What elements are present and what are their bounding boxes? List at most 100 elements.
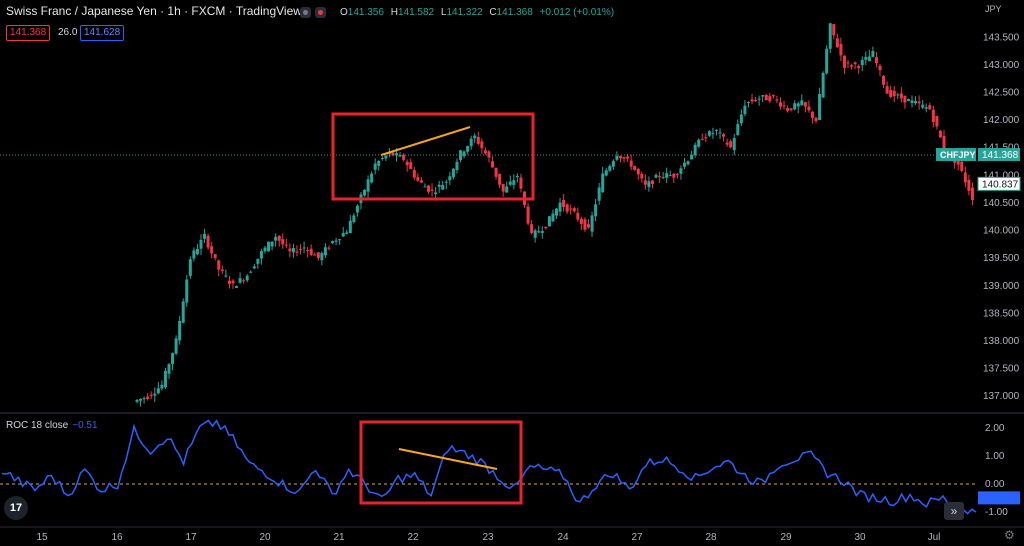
candle xyxy=(281,239,285,245)
price-axis-label: 143.000 xyxy=(983,60,1020,71)
candle xyxy=(800,100,804,106)
candle xyxy=(341,232,345,237)
candle xyxy=(274,236,278,241)
candle xyxy=(704,137,708,139)
candle xyxy=(970,187,974,201)
price-change: +0.012 (+0.01%) xyxy=(539,7,615,18)
candle xyxy=(967,180,971,191)
symbol-tag xyxy=(936,148,976,162)
candle xyxy=(658,176,662,178)
candle xyxy=(146,396,150,400)
candle xyxy=(199,239,203,249)
candle xyxy=(793,103,797,110)
double-chevron-right-icon[interactable]: » xyxy=(944,502,964,520)
candle xyxy=(441,184,445,190)
candle xyxy=(430,189,434,191)
price-axis-label: 140.000 xyxy=(983,226,1020,237)
candle xyxy=(160,384,164,389)
candle xyxy=(299,248,303,250)
buy-price-button[interactable]: 141.628 xyxy=(80,25,125,41)
market-status-icon[interactable] xyxy=(315,7,326,18)
candle xyxy=(380,158,384,160)
roc-axis-label: -1.00 xyxy=(985,507,1008,518)
symbol-tag-label: CHFJPY xyxy=(940,150,976,160)
candle xyxy=(402,154,406,160)
candle xyxy=(355,205,359,213)
candle xyxy=(437,184,441,187)
candle xyxy=(789,108,793,111)
currency-label: JPY xyxy=(985,4,1002,14)
candle xyxy=(530,224,534,233)
candle xyxy=(284,244,288,246)
candle xyxy=(586,224,590,228)
candle xyxy=(896,94,900,96)
candle xyxy=(242,280,246,282)
date-label: 27 xyxy=(631,532,643,543)
candle xyxy=(384,155,388,159)
candle xyxy=(491,161,495,168)
candle xyxy=(213,254,217,258)
candle xyxy=(171,353,175,365)
candle xyxy=(494,167,498,177)
candle xyxy=(249,271,253,273)
candle xyxy=(473,135,477,139)
candle xyxy=(924,107,928,109)
candle xyxy=(555,208,558,216)
candle xyxy=(725,142,729,145)
candle xyxy=(565,204,569,212)
price-axis-label: 139.000 xyxy=(983,281,1020,292)
candle xyxy=(693,144,697,156)
date-label: 21 xyxy=(333,532,345,543)
candle xyxy=(622,157,626,159)
tradingview-logo-icon[interactable]: 17 xyxy=(4,496,28,520)
symbol-title[interactable]: Swiss Franc / Japanese Yen · 1h · FXCM ·… xyxy=(6,4,302,18)
candle xyxy=(590,215,594,232)
candle xyxy=(455,161,459,171)
candle xyxy=(558,202,562,212)
price-axis-label: 137.000 xyxy=(983,391,1020,402)
candle xyxy=(195,248,199,255)
candle xyxy=(135,399,139,402)
candle xyxy=(203,233,207,239)
candle xyxy=(163,370,167,388)
candle xyxy=(277,235,281,241)
candle xyxy=(921,104,925,108)
sell-price-button[interactable]: 141.368 xyxy=(6,25,51,41)
roc-value-tag xyxy=(978,491,1020,505)
candle xyxy=(626,156,630,159)
candle xyxy=(320,252,324,261)
candle xyxy=(508,181,512,185)
date-label: 23 xyxy=(482,532,494,543)
candle xyxy=(345,232,349,234)
candle xyxy=(302,247,306,249)
candle xyxy=(903,95,907,103)
candle xyxy=(594,204,598,217)
candle xyxy=(611,160,615,167)
gear-icon[interactable]: ⚙ xyxy=(1004,528,1015,542)
candle xyxy=(615,155,619,160)
eye-toggle-icon[interactable] xyxy=(300,7,311,18)
price-axis-label: 138.000 xyxy=(983,336,1020,347)
candle xyxy=(185,279,189,303)
candle xyxy=(604,170,608,176)
candle xyxy=(526,206,530,224)
candle xyxy=(459,150,463,160)
candle xyxy=(654,174,658,178)
candle xyxy=(498,173,502,185)
indicator-legend[interactable]: ROC 18 close −0.51 xyxy=(6,420,98,431)
candle xyxy=(739,114,743,124)
candle xyxy=(874,57,878,64)
candle xyxy=(316,252,320,259)
candle xyxy=(871,51,875,57)
candle xyxy=(746,101,750,103)
candle xyxy=(416,177,420,181)
candle xyxy=(515,175,519,178)
candle xyxy=(444,181,448,183)
roc-axis-label: 2.00 xyxy=(985,423,1005,434)
candle xyxy=(885,86,889,94)
candle xyxy=(608,165,612,171)
candle xyxy=(618,156,622,159)
candle xyxy=(864,56,868,60)
candle xyxy=(810,111,814,118)
